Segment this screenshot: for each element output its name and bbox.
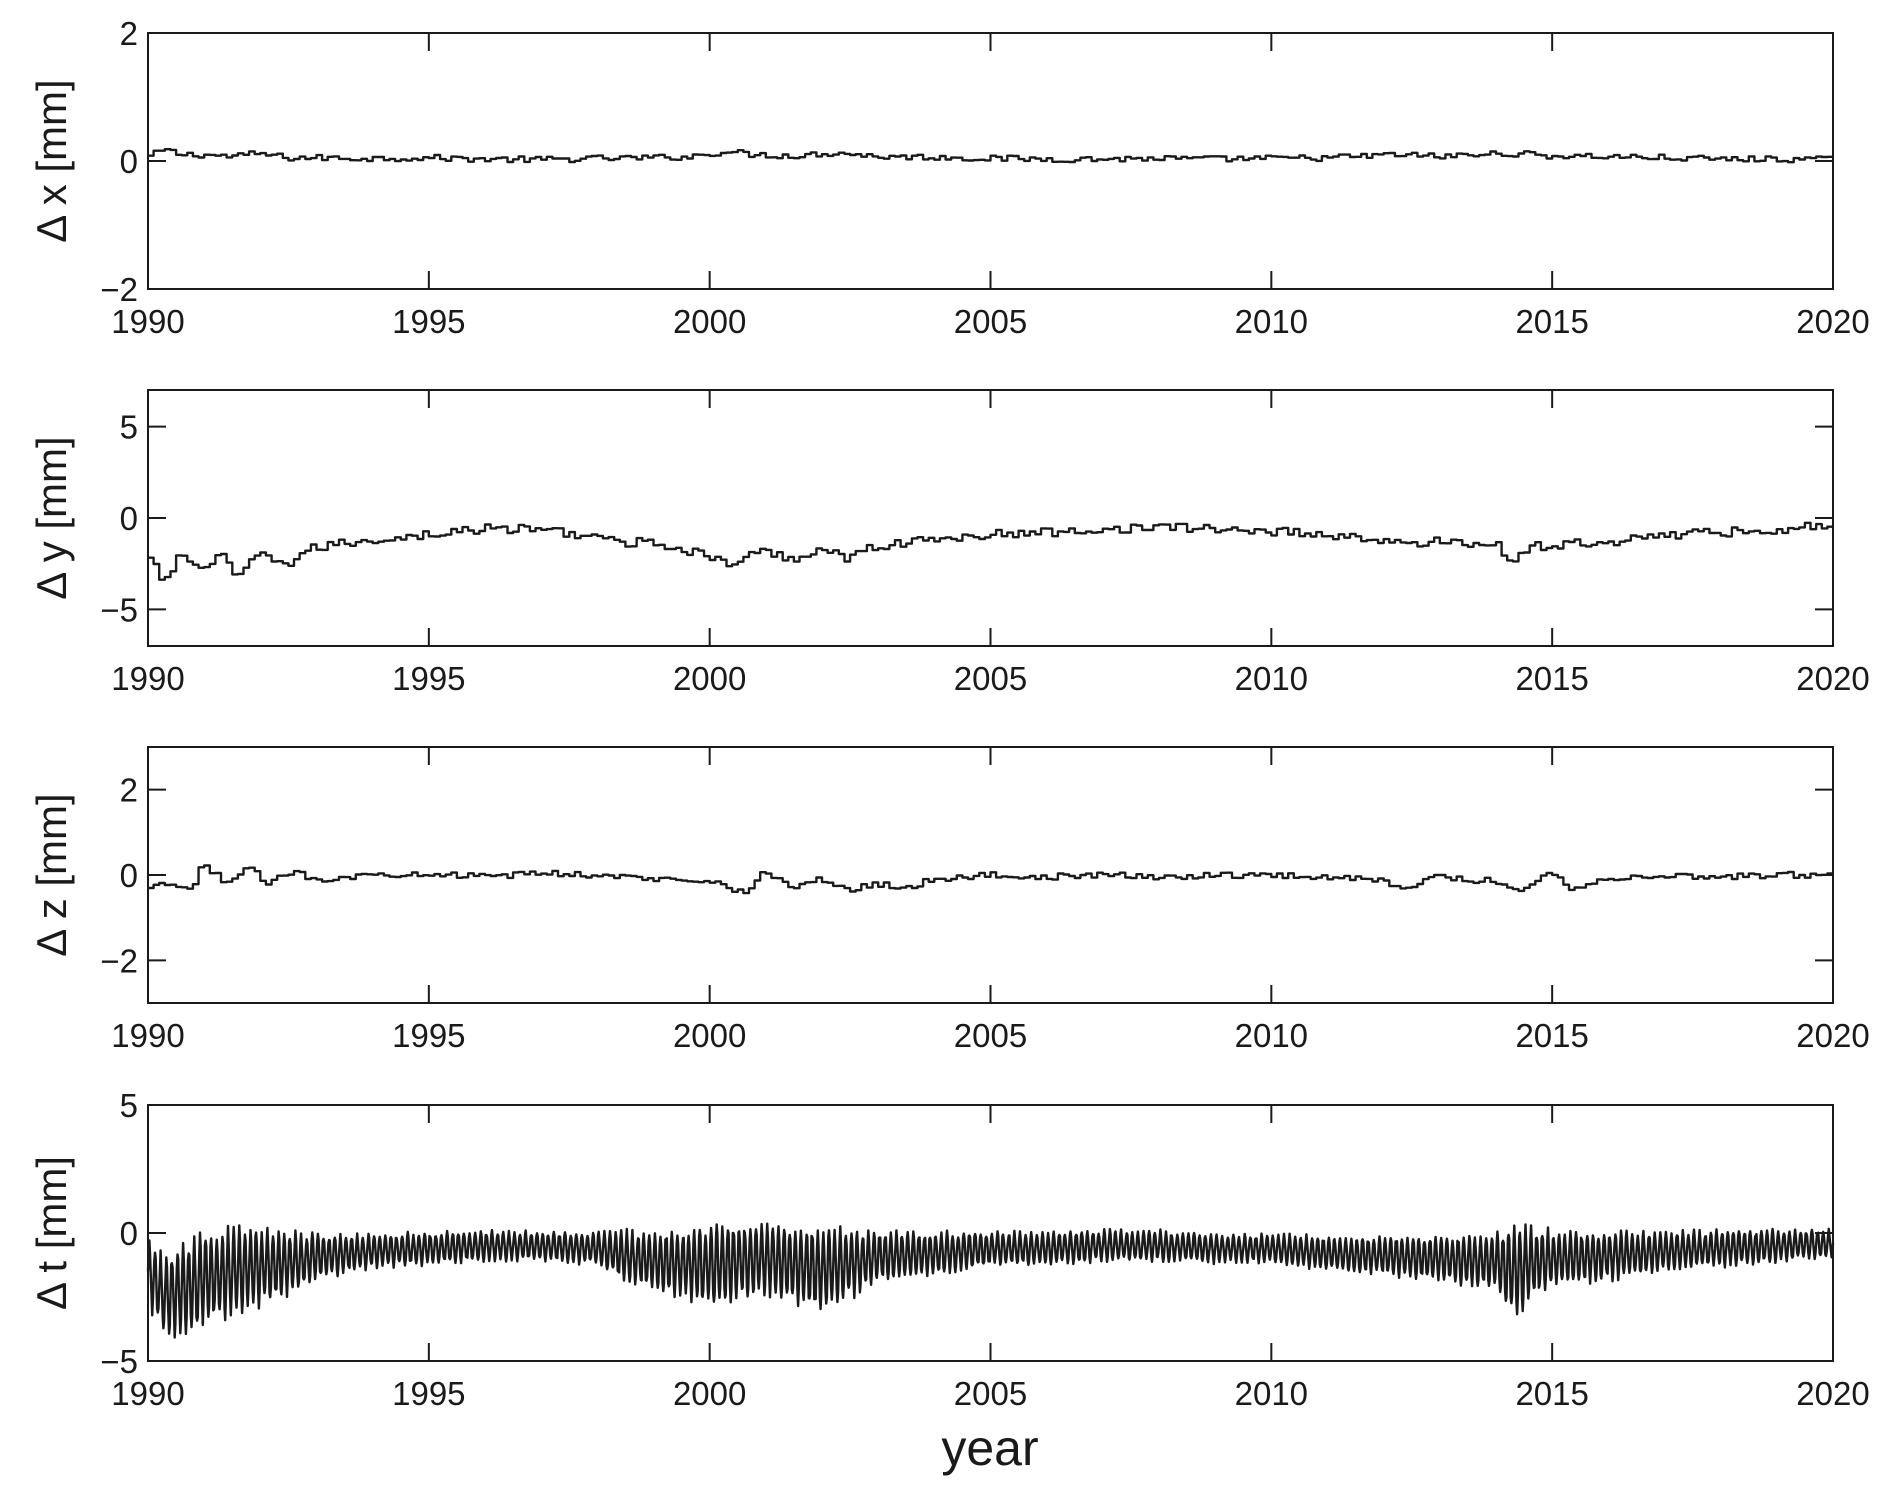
panel-dt: 1990 1995 2000 2005 2010 2015 2020 −5 0 5 Δ t [mm… (28, 1087, 1870, 1476)
x-tick-label: 2000 (673, 1017, 746, 1054)
axis-ticks: 1990 1995 2000 2005 2010 2015 2020 −5 0 5 (100, 390, 1870, 697)
x-tick-label: 2020 (1796, 1017, 1869, 1054)
y-tick-label: 5 (120, 1087, 138, 1124)
x-tick-label: 1990 (111, 1375, 184, 1412)
panel-dy: 1990 1995 2000 2005 2010 2015 2020 −5 0 5 Δ y [mm… (28, 389, 1870, 697)
x-tick-label: 2005 (954, 1017, 1027, 1054)
y-tick-label: 0 (120, 143, 138, 180)
y-axis-label: Δ x [mm] (28, 79, 75, 242)
x-tick-label: 1995 (392, 1375, 465, 1412)
x-tick-label: 2010 (1235, 660, 1308, 697)
axis-ticks: 1990 1995 2000 2005 2010 2015 2020 −5 0 5 (100, 1087, 1869, 1412)
x-tick-label: 2005 (954, 1375, 1027, 1412)
y-tick-label: −2 (100, 942, 138, 979)
x-tick-label: 1990 (111, 1017, 184, 1054)
x-tick-label: 2020 (1796, 303, 1869, 340)
series-line (146, 1222, 1835, 1339)
axis-ticks: 1990 1995 2000 2005 2010 2015 2020 −2 0 2 (100, 15, 1869, 340)
y-tick-label: 0 (120, 1215, 138, 1252)
x-tick-label: 1990 (111, 660, 184, 697)
x-tick-label: 2005 (954, 303, 1027, 340)
x-tick-label: 1990 (111, 303, 184, 340)
y-tick-label: −5 (100, 591, 138, 628)
panel-dx: 1990 1995 2000 2005 2010 2015 2020 −2 0 2 Δ x [mm… (28, 15, 1870, 340)
y-axis-label: Δ z [mm] (28, 793, 75, 956)
x-axis-label: year (941, 1420, 1038, 1476)
x-tick-label: 1995 (392, 1017, 465, 1054)
x-tick-label: 2015 (1515, 1375, 1588, 1412)
x-tick-label: 2000 (673, 660, 746, 697)
x-tick-label: 2015 (1515, 303, 1588, 340)
y-tick-label: 0 (120, 500, 138, 537)
y-tick-label: 2 (120, 772, 138, 809)
y-tick-label: −2 (100, 271, 138, 308)
plot-frame (147, 389, 1834, 647)
panel-dz: 1990 1995 2000 2005 2010 2015 2020 −2 0 2 Δ z [mm… (28, 746, 1870, 1054)
series-line (148, 148, 1833, 164)
x-tick-label: 2015 (1515, 660, 1588, 697)
x-tick-label: 1995 (392, 303, 465, 340)
x-tick-label: 2010 (1235, 1375, 1308, 1412)
axis-ticks: 1990 1995 2000 2005 2010 2015 2020 −2 0 2 (100, 747, 1870, 1054)
y-axis-label: Δ y [mm] (28, 436, 75, 599)
y-axis-label: Δ t [mm] (28, 1156, 75, 1310)
y-tick-label: 2 (120, 15, 138, 52)
x-tick-label: 2010 (1235, 303, 1308, 340)
x-tick-label: 2020 (1796, 660, 1869, 697)
y-tick-label: 5 (120, 409, 138, 446)
x-tick-label: 1995 (392, 660, 465, 697)
x-tick-label: 2015 (1515, 1017, 1588, 1054)
y-tick-label: 0 (120, 857, 138, 894)
x-tick-label: 2000 (673, 1375, 746, 1412)
x-tick-label: 2020 (1796, 1375, 1869, 1412)
x-tick-label: 2010 (1235, 1017, 1308, 1054)
x-tick-label: 2005 (954, 660, 1027, 697)
x-tick-label: 2000 (673, 303, 746, 340)
y-tick-label: −5 (100, 1343, 138, 1380)
series-line (148, 521, 1833, 581)
series-line (148, 864, 1833, 895)
plot-frame (147, 1104, 1834, 1362)
